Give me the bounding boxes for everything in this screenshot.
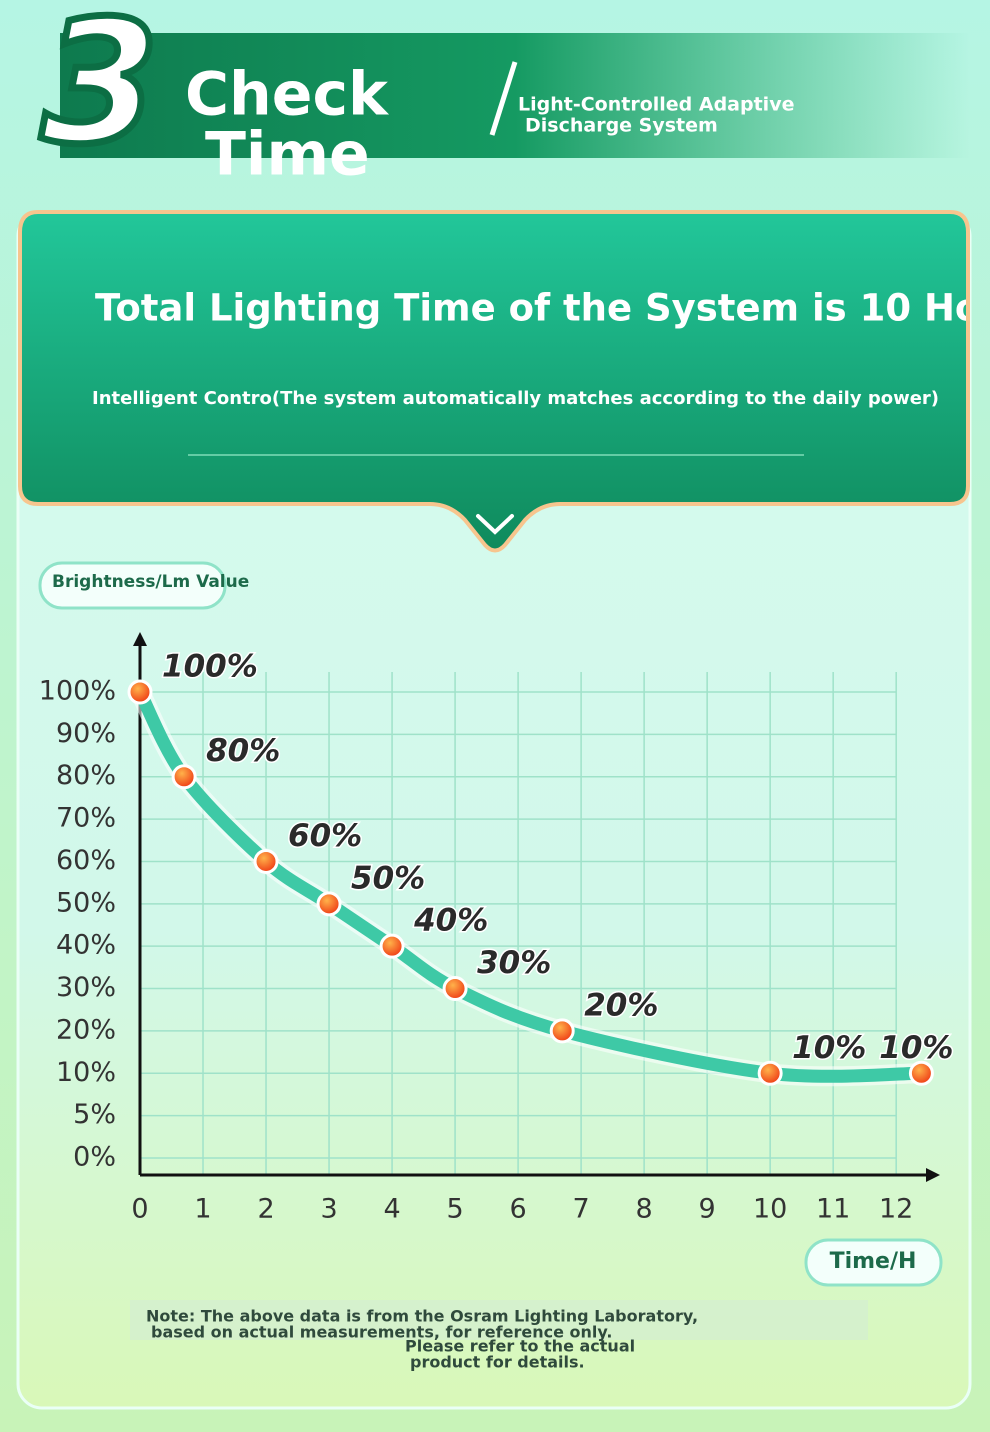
x-tick-label: 6 — [510, 1194, 527, 1225]
x-tick-label: 12 — [879, 1194, 913, 1225]
header-band — [60, 33, 970, 158]
note: product for details. — [410, 1353, 585, 1372]
x-tick-label: 9 — [699, 1194, 716, 1225]
y-tick-label: 60% — [56, 845, 116, 876]
y-tick-label: 100% — [39, 676, 116, 707]
note: Note: The above data is from the Osram L… — [146, 1307, 698, 1326]
x-tick-label: 4 — [383, 1194, 400, 1225]
note: Please refer to the actual — [405, 1337, 635, 1356]
x-tick-label: 2 — [257, 1194, 274, 1225]
value-label: 100% — [162, 649, 258, 685]
x-tick-label: 10 — [753, 1194, 787, 1225]
curve — [133, 685, 928, 1083]
x-axis-label: Time/H — [830, 1249, 917, 1274]
y-tick-label: 50% — [56, 887, 116, 918]
y-axis-label: Brightness/Lm Value — [52, 572, 249, 592]
value-label: 10% — [879, 1030, 953, 1066]
slash — [489, 61, 518, 136]
banner-subtitle: Intelligent Contro(The system automatica… — [92, 388, 939, 409]
y-tick-label: 10% — [56, 1057, 116, 1088]
point — [171, 764, 197, 790]
value-label: 10% — [792, 1030, 866, 1066]
header-subtitle: Discharge System — [525, 115, 718, 137]
banner — [18, 210, 970, 553]
value-label: 20% — [584, 987, 658, 1023]
value-label: 80% — [206, 733, 280, 769]
y-tick-label: 80% — [56, 760, 116, 791]
x-tick-label: 11 — [816, 1194, 850, 1225]
value-label: 30% — [477, 945, 551, 981]
point — [316, 891, 342, 917]
step-number: 3 — [41, 0, 159, 182]
y-tick-label: 0% — [73, 1142, 116, 1173]
point — [908, 1060, 934, 1086]
point — [549, 1018, 575, 1044]
x-tick-label: 7 — [573, 1194, 590, 1225]
y-tick-label: 20% — [56, 1014, 116, 1045]
point — [442, 976, 468, 1002]
note-band — [130, 1300, 868, 1340]
x-tick-label: 5 — [446, 1194, 463, 1225]
y-tick-label: 40% — [56, 930, 116, 961]
point — [757, 1060, 783, 1086]
header-title: Time — [205, 120, 370, 190]
chevron — [476, 514, 514, 535]
value-label: 60% — [288, 818, 362, 854]
header-title: Check — [185, 60, 390, 130]
point — [127, 679, 153, 705]
value-label: 40% — [413, 903, 488, 939]
header-subtitle: Light-Controlled Adaptive — [518, 94, 794, 116]
y-tick-label: 30% — [56, 972, 116, 1003]
x-axis-arrow — [926, 1168, 940, 1182]
x-tick-label: 0 — [131, 1194, 148, 1225]
point — [253, 848, 279, 874]
point — [379, 933, 405, 959]
y-tick-label: 90% — [56, 718, 116, 749]
x-tick-label: 3 — [320, 1194, 337, 1225]
y-tick-label: 70% — [56, 803, 116, 834]
x-tick-label: 8 — [636, 1194, 653, 1225]
y-label-pill — [38, 561, 227, 610]
plot: 0%5%10%20%30%40%50%60%70%80%90%100%0 1 2 3 4… — [39, 632, 955, 1225]
value-label: 50% — [351, 860, 425, 896]
x-tick-label: 1 — [194, 1194, 211, 1225]
y-tick-label: 5% — [73, 1099, 116, 1130]
x-label-pill — [804, 1238, 943, 1287]
note: based on actual measurements, for refere… — [151, 1323, 612, 1342]
y-axis-arrow — [133, 632, 147, 646]
banner-title: Total Lighting Time of the System is 10 … — [95, 287, 990, 330]
banner-text: Total Lighting Time of the System is 10 … — [95, 287, 990, 330]
